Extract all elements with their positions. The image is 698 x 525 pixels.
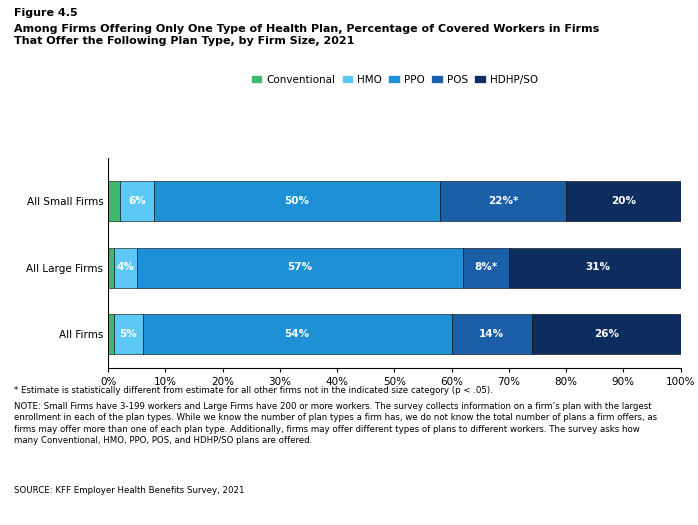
Text: SOURCE: KFF Employer Health Benefits Survey, 2021: SOURCE: KFF Employer Health Benefits Sur… <box>14 486 244 495</box>
Bar <box>440 181 566 221</box>
Text: 57%: 57% <box>288 262 313 272</box>
Text: * Estimate is statistically different from estimate for all other firms not in t: * Estimate is statistically different fr… <box>14 386 493 395</box>
Text: 22%*: 22%* <box>488 196 519 206</box>
Bar <box>463 247 509 288</box>
Bar <box>509 247 686 288</box>
Bar <box>137 247 463 288</box>
Text: 5%: 5% <box>119 329 137 339</box>
Text: 6%: 6% <box>128 196 146 206</box>
Bar <box>108 314 114 354</box>
Bar <box>452 314 532 354</box>
Text: Among Firms Offering Only One Type of Health Plan, Percentage of Covered Workers: Among Firms Offering Only One Type of He… <box>14 24 599 46</box>
Text: 14%: 14% <box>479 329 504 339</box>
Text: 20%: 20% <box>611 196 636 206</box>
Bar <box>114 247 137 288</box>
Legend: Conventional, HMO, PPO, POS, HDHP/SO: Conventional, HMO, PPO, POS, HDHP/SO <box>251 75 538 85</box>
Text: 26%: 26% <box>593 329 618 339</box>
Text: Figure 4.5: Figure 4.5 <box>14 8 77 18</box>
Bar <box>108 247 114 288</box>
Text: 31%: 31% <box>585 262 610 272</box>
Text: 8%*: 8%* <box>475 262 498 272</box>
Text: NOTE: Small Firms have 3-199 workers and Large Firms have 200 or more workers. T: NOTE: Small Firms have 3-199 workers and… <box>14 402 657 445</box>
Bar <box>119 181 154 221</box>
Text: 4%: 4% <box>117 262 134 272</box>
Text: 54%: 54% <box>285 329 310 339</box>
Bar <box>114 314 142 354</box>
Bar <box>566 181 681 221</box>
Bar <box>532 314 681 354</box>
Text: 50%: 50% <box>285 196 310 206</box>
Bar <box>142 314 452 354</box>
Bar <box>154 181 440 221</box>
Bar <box>108 181 119 221</box>
